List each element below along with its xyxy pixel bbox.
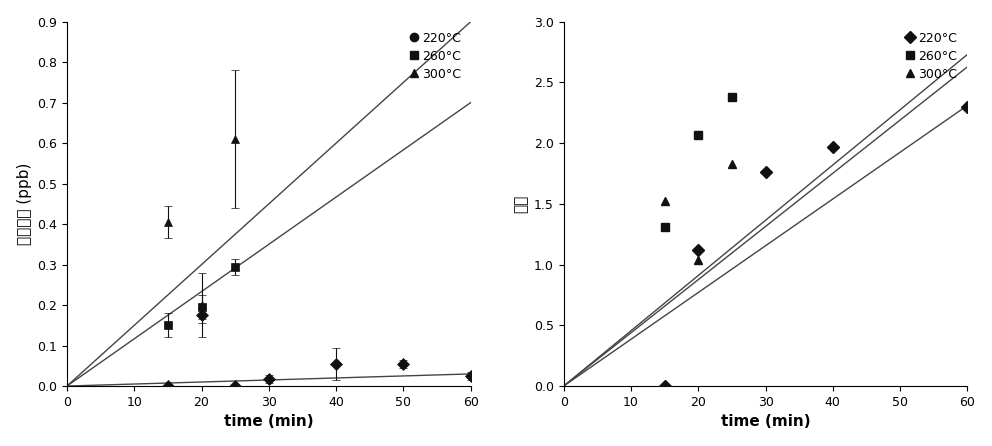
Y-axis label: 본조피렌 (ppb): 본조피렌 (ppb) [17, 163, 32, 245]
Legend: 220°C, 260°C, 300°C: 220°C, 260°C, 300°C [407, 28, 464, 84]
X-axis label: time (min): time (min) [721, 414, 810, 429]
X-axis label: time (min): time (min) [224, 414, 313, 429]
Legend: 220°C, 260°C, 300°C: 220°C, 260°C, 300°C [904, 28, 961, 84]
Y-axis label: 산가: 산가 [514, 195, 529, 213]
